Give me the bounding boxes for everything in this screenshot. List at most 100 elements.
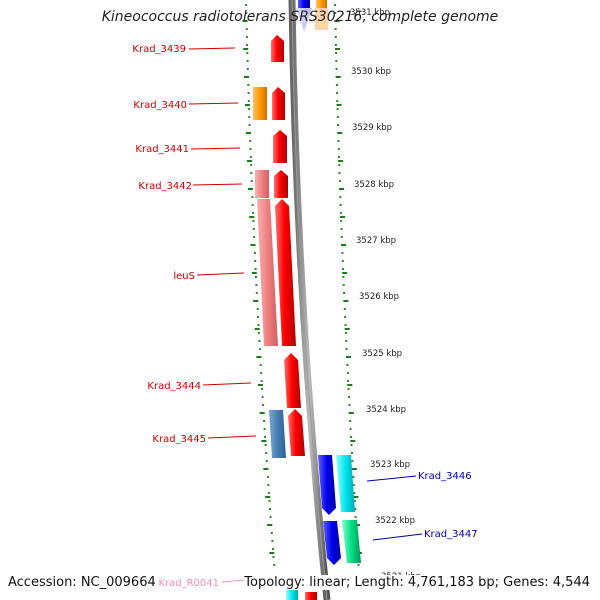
feature-bottom-cyan[interactable] (286, 590, 298, 600)
guide-dot (343, 308, 346, 310)
guide-dot (350, 452, 353, 454)
guide-dot (334, 12, 337, 14)
guide-dot (255, 292, 258, 294)
gene-label-krad-3447[interactable]: Krad_3447 (424, 529, 478, 540)
guide-dot (245, 28, 248, 30)
gene-leus-arrow[interactable] (275, 199, 296, 346)
gene-krad-3442-arrow[interactable] (274, 170, 288, 198)
guide-dot (255, 284, 258, 286)
tick-dash (339, 188, 345, 190)
guide-dot (337, 148, 340, 150)
gene-label-krad-3439[interactable]: Krad_3439 (132, 44, 186, 55)
guide-dot (250, 172, 253, 174)
guide-dot (353, 500, 356, 502)
guide-dot (337, 140, 340, 142)
guide-dot (255, 276, 257, 278)
guide-dot (251, 196, 254, 198)
guide-dot (350, 444, 353, 446)
genome-backbone-highlight (291, 0, 328, 600)
gene-krad-3444-arrow[interactable] (284, 353, 301, 408)
guide-dot (339, 196, 342, 198)
feature-bottom-red[interactable] (305, 592, 317, 600)
guide-dot (334, 28, 337, 30)
genome-backbone (288, 0, 331, 600)
gene-krad-3446-cyan-box[interactable] (336, 455, 355, 512)
guide-dot (257, 316, 260, 318)
gene-krad-3440-arrow[interactable] (272, 87, 285, 120)
tick-dash (337, 132, 343, 134)
guide-dot (343, 292, 346, 294)
guide-dot (338, 180, 341, 182)
guide-dot (260, 380, 263, 382)
guide-dot (246, 68, 249, 70)
gene-label-krad-3445[interactable]: Krad_3445 (152, 434, 206, 445)
feature-top-peach[interactable] (315, 8, 328, 30)
gene-label-krad-3441[interactable]: Krad_3441 (135, 144, 189, 155)
guide-dot (349, 420, 352, 422)
label-leaders (188, 47, 423, 583)
guide-dot (335, 52, 338, 54)
guide-dot (269, 508, 271, 510)
guide-dot (335, 68, 338, 70)
guide-dot (348, 396, 350, 398)
gene-label-krad-r0041[interactable]: Krad_R0041 (158, 578, 219, 589)
gene-label-krad-3440[interactable]: Krad_3440 (133, 100, 187, 111)
gene-krad-3445-arrow[interactable] (288, 409, 305, 456)
guide-dot (346, 364, 349, 366)
guide-dot (269, 516, 272, 518)
scale-label: 3524 kbp (366, 405, 406, 415)
gene-leus-pink-box[interactable] (257, 199, 278, 346)
guide-dot (265, 452, 268, 454)
guide-dot (245, 36, 248, 38)
gene-krad-3441-arrow[interactable] (273, 130, 287, 163)
guide-dot (338, 164, 341, 166)
guide-dot (257, 332, 260, 334)
guide-dot (256, 308, 259, 310)
scale-label: 3529 kbp (352, 123, 392, 133)
tick-dash (341, 244, 347, 246)
guide-dot (250, 180, 253, 182)
guide-dot (351, 460, 354, 462)
gene-label-krad-3446[interactable]: Krad_3446 (418, 471, 472, 482)
gene-krad-3447-green-box[interactable] (342, 520, 361, 563)
scale-label: 3528 kbp (354, 180, 394, 190)
guide-dot (339, 204, 342, 206)
tick-dash (245, 132, 251, 134)
guide-dot (344, 332, 347, 334)
guide-dot (345, 348, 348, 350)
guide-dot (352, 476, 355, 478)
map-title: Kineococcus radiotolerans SRS30216, comp… (101, 9, 499, 25)
tick-dash (347, 384, 353, 386)
guide-dot (273, 564, 276, 566)
tick-dash (254, 328, 260, 330)
guide-dot (249, 156, 252, 158)
scale-labels: 3531 kbp 3530 kbp 3529 kbp 3528 kbp 3527… (350, 8, 421, 582)
guide-dot (334, 4, 337, 6)
guide-dot (347, 388, 350, 390)
guide-dot (259, 364, 262, 366)
tick-dash (342, 272, 348, 274)
gene-krad-3445-steelblue-box[interactable] (269, 410, 286, 458)
guide-dot (268, 500, 271, 502)
guide-dot (248, 116, 251, 118)
gene-krad-3439-arrow[interactable] (271, 35, 284, 62)
tick-dash (335, 76, 341, 78)
guide-dot (246, 60, 249, 62)
guide-dot (336, 100, 339, 102)
gene-label-krad-3444[interactable]: Krad_3444 (147, 381, 201, 392)
gene-krad-3440-orange-box[interactable] (253, 87, 267, 120)
guide-dot (340, 228, 343, 230)
gene-label-krad-3442[interactable]: Krad_3442 (138, 181, 192, 192)
tick-dash (353, 496, 359, 498)
guide-dot (266, 476, 269, 478)
gene-krad-3446-arrow[interactable] (318, 455, 336, 515)
gene-label-leus[interactable]: leuS (173, 271, 195, 282)
feature-top-blue[interactable] (298, 0, 310, 8)
guide-dot (261, 388, 264, 390)
tick-dash (253, 300, 259, 302)
feature-top-orange[interactable] (316, 0, 327, 8)
feature-top-lavender[interactable] (296, 8, 312, 32)
guide-dot (263, 428, 266, 430)
gene-krad-3442-pink-box[interactable] (255, 170, 269, 198)
gene-krad-3447-arrow[interactable] (323, 521, 341, 565)
